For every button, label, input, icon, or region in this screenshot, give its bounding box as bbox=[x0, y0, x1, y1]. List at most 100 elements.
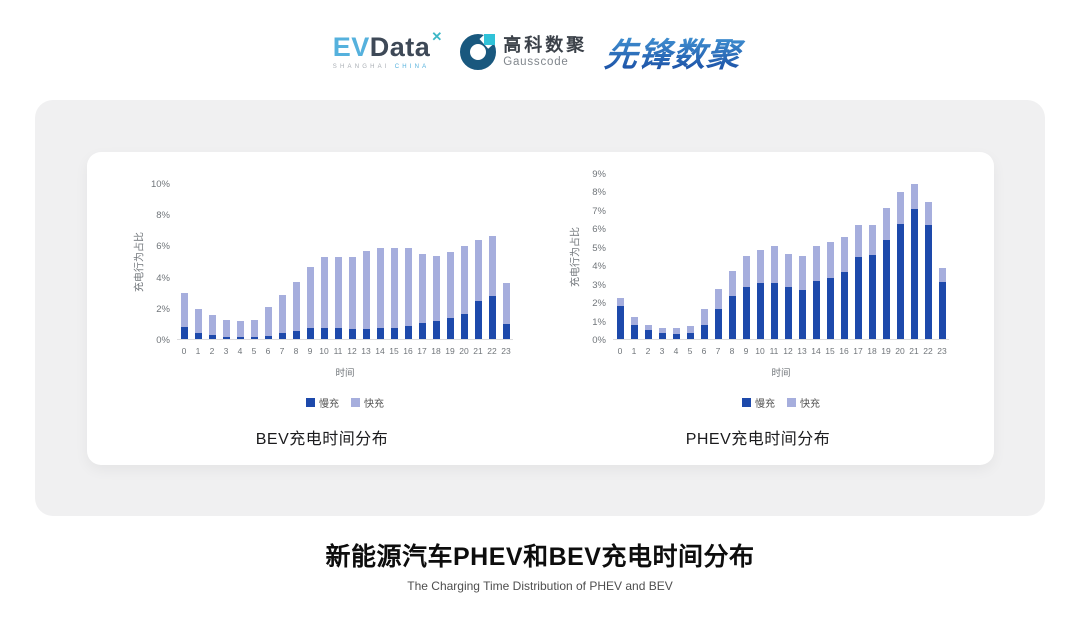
x-tick-label: 21 bbox=[473, 345, 483, 356]
bar-hour-1 bbox=[191, 184, 205, 339]
bar-hour-23 bbox=[499, 184, 513, 339]
x-tick-label: 0 bbox=[617, 345, 623, 356]
bar-segment bbox=[264, 336, 272, 339]
bar-segment bbox=[868, 225, 876, 255]
x-tick-label: 22 bbox=[923, 345, 933, 356]
chart-bev-body: 充电行为占比 0% 2% 4% 6% 8% 10% 0 1 2 3 4 5 6 7 8 9 10 11 12 13 1… bbox=[131, 180, 513, 410]
bar-hour-22 bbox=[921, 174, 935, 339]
bar-segment bbox=[770, 246, 778, 284]
bar-segment bbox=[938, 267, 946, 283]
bar-segment bbox=[474, 301, 482, 339]
bar-segment bbox=[644, 324, 652, 331]
bar-segment bbox=[264, 307, 272, 337]
y-axis: 0% 1% 2% 3% 4% 5% 6% 7% 8% 9% bbox=[581, 170, 613, 345]
legend-swatch bbox=[306, 397, 315, 407]
bar-segment bbox=[896, 191, 904, 225]
x-tick-label: 18 bbox=[867, 345, 877, 356]
legend: 慢充 快充 bbox=[177, 395, 513, 410]
x-tick-label: 13 bbox=[361, 345, 371, 356]
bar-hour-14 bbox=[809, 174, 823, 339]
charts-panel: 充电行为占比 0% 2% 4% 6% 8% 10% 0 1 2 3 4 5 6 7 8 9 10 11 12 13 1… bbox=[35, 100, 1045, 516]
bar-hour-7 bbox=[275, 184, 289, 339]
bar-segment bbox=[798, 289, 806, 339]
gausscode-ring-shape bbox=[460, 34, 497, 70]
bar-segment bbox=[742, 255, 750, 287]
x-tick-label: 18 bbox=[431, 345, 441, 356]
bar-segment bbox=[208, 335, 216, 339]
x-tick-label: 14 bbox=[375, 345, 385, 356]
y-axis: 0% 2% 4% 6% 8% 10% bbox=[145, 180, 177, 345]
y-axis-title: 充电行为占比 bbox=[134, 232, 146, 292]
bar-segment bbox=[334, 327, 342, 339]
bar-segment bbox=[630, 324, 638, 339]
y-tick-label: 2% bbox=[592, 297, 606, 309]
y-tick-label: 9% bbox=[592, 168, 606, 180]
x-tick-label: 5 bbox=[687, 345, 693, 356]
x-tick-label: 2 bbox=[209, 345, 215, 356]
x-tick-label: 9 bbox=[307, 345, 313, 356]
footer: 新能源汽车PHEV和BEV充电时间分布 The Charging Time Di… bbox=[0, 537, 1080, 593]
plot-area bbox=[613, 174, 949, 340]
y-tick-label: 0% bbox=[592, 334, 606, 346]
plot-area bbox=[177, 184, 513, 340]
x-tick-label: 16 bbox=[403, 345, 413, 356]
y-tick-label: 3% bbox=[592, 279, 606, 291]
gausscode-g-icon bbox=[460, 24, 505, 70]
page-title: 新能源汽车PHEV和BEV充电时间分布 bbox=[325, 543, 755, 571]
bar-hour-13 bbox=[359, 184, 373, 339]
y-tick-label: 2% bbox=[156, 303, 170, 315]
bar-hour-3 bbox=[655, 174, 669, 339]
bar-hour-17 bbox=[851, 174, 865, 339]
y-tick-label: 7% bbox=[592, 205, 606, 217]
bar-hour-5 bbox=[247, 184, 261, 339]
bar-segment bbox=[292, 330, 300, 339]
bar-segment bbox=[938, 282, 946, 339]
bar-segment bbox=[432, 255, 440, 322]
y-tick-label: 6% bbox=[592, 224, 606, 236]
legend-label: 快充 bbox=[800, 398, 820, 410]
bar-segment bbox=[320, 257, 328, 329]
bar-hour-8 bbox=[725, 174, 739, 339]
x-tick-label: 0 bbox=[181, 345, 187, 356]
bar-segment bbox=[348, 329, 356, 339]
y-tick-label: 0% bbox=[156, 334, 170, 346]
bar-hour-9 bbox=[739, 174, 753, 339]
bar-segment bbox=[320, 328, 328, 339]
legend-item: 快充 bbox=[787, 395, 820, 410]
chart-phev-caption: PHEV充电时间分布 bbox=[685, 430, 831, 448]
bar-segment bbox=[686, 325, 694, 333]
bar-segment bbox=[418, 322, 426, 339]
legend-item: 慢充 bbox=[306, 395, 339, 410]
x-tick-label: 9 bbox=[743, 345, 749, 356]
bar-segment bbox=[924, 202, 932, 226]
bar-segment bbox=[756, 249, 764, 284]
legend-label: 慢充 bbox=[755, 398, 775, 410]
x-axis: 0 1 2 3 4 5 6 7 8 9 10 11 12 13 14 15 16 17 18 19 20 21 22 23 bbox=[613, 346, 949, 356]
bar-hour-21 bbox=[907, 174, 921, 339]
bar-segment bbox=[222, 336, 230, 339]
bar-hour-7 bbox=[711, 174, 725, 339]
evdata-china-text: CHINA bbox=[394, 64, 430, 70]
bar-segment bbox=[432, 321, 440, 339]
bar-segment bbox=[784, 253, 792, 287]
bar-hour-10 bbox=[317, 184, 331, 339]
x-tick-label: 13 bbox=[797, 345, 807, 356]
evdata-tagline: SHANGHAI CHINA bbox=[333, 64, 430, 70]
bar-segment bbox=[180, 293, 188, 327]
bar-segment bbox=[376, 248, 384, 328]
x-tick-label: 11 bbox=[769, 345, 779, 356]
bar-hour-20 bbox=[893, 174, 907, 339]
bar-segment bbox=[194, 308, 202, 334]
bar-segment bbox=[854, 225, 862, 258]
chart-phev-body: 充电行为占比 0% 1% 2% 3% 4% 5% 6% 7% 8% 9% 0 1 2 3 4 5 6 7 8 9 10… bbox=[567, 170, 949, 410]
legend-swatch bbox=[742, 397, 751, 407]
bar-hour-2 bbox=[641, 174, 655, 339]
bar-hour-15 bbox=[387, 184, 401, 339]
bar-hour-11 bbox=[767, 174, 781, 339]
bar-segment bbox=[616, 297, 624, 307]
x-axis-title: 时间 bbox=[771, 367, 791, 379]
bar-hour-18 bbox=[865, 174, 879, 339]
x-tick-label: 15 bbox=[389, 345, 399, 356]
bar-hour-19 bbox=[443, 184, 457, 339]
x-tick-label: 15 bbox=[825, 345, 835, 356]
